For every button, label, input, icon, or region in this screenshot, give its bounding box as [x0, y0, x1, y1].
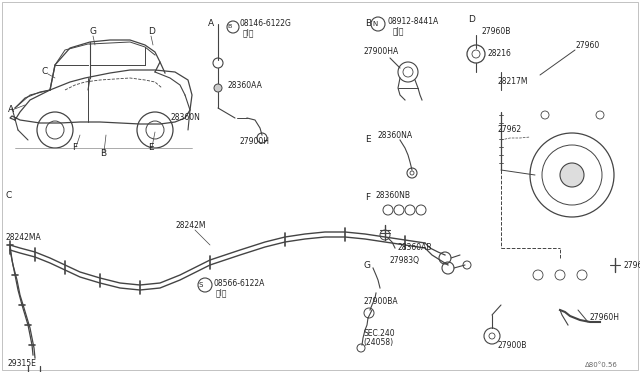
Bar: [28, 358, 40, 366]
Text: G: G: [363, 260, 370, 269]
Text: 27983Q: 27983Q: [390, 256, 420, 264]
Text: 27962: 27962: [498, 125, 522, 135]
Circle shape: [560, 163, 584, 187]
Bar: [490, 72, 630, 327]
Text: 27900HA: 27900HA: [363, 48, 398, 57]
Text: 27960: 27960: [575, 41, 599, 49]
FancyBboxPatch shape: [532, 92, 613, 253]
Text: A: A: [208, 19, 214, 29]
Text: G: G: [90, 28, 97, 36]
Text: 28242MA: 28242MA: [5, 234, 41, 243]
Text: E: E: [148, 144, 154, 153]
Text: A: A: [8, 106, 14, 115]
Text: F: F: [72, 144, 77, 153]
Bar: [375, 288, 383, 293]
Text: 28216: 28216: [487, 49, 511, 58]
Text: B: B: [228, 25, 232, 29]
Text: (24058): (24058): [363, 339, 393, 347]
Text: 28242M: 28242M: [175, 221, 205, 230]
Text: 27960B: 27960B: [482, 28, 511, 36]
Text: D: D: [148, 28, 155, 36]
Bar: [380, 225, 390, 230]
Text: 28217M: 28217M: [498, 77, 529, 87]
Text: B: B: [100, 148, 106, 157]
Text: F: F: [365, 193, 370, 202]
Text: 27900BA: 27900BA: [363, 298, 397, 307]
Text: 28360NA: 28360NA: [377, 131, 412, 140]
Bar: [495, 90, 507, 112]
Text: 28360AB: 28360AB: [398, 244, 433, 253]
Text: C: C: [5, 190, 12, 199]
Text: 27900B: 27900B: [498, 340, 527, 350]
Text: 28360NB: 28360NB: [376, 190, 411, 199]
Text: 〈I〉: 〈I〉: [216, 289, 227, 298]
Text: 28360AA: 28360AA: [228, 80, 263, 90]
Text: C: C: [42, 67, 48, 77]
Text: E: E: [365, 135, 371, 144]
Bar: [213, 34, 223, 40]
Text: 27960G: 27960G: [623, 260, 640, 269]
Text: 08566-6122A: 08566-6122A: [214, 279, 266, 288]
Text: 29315E: 29315E: [8, 359, 37, 368]
Bar: [214, 18, 222, 24]
Bar: [472, 28, 480, 35]
Text: N: N: [372, 21, 378, 27]
Text: 〈J〉: 〈J〉: [393, 28, 404, 36]
Text: 08912-8441A: 08912-8441A: [387, 17, 438, 26]
Text: SEC.240: SEC.240: [363, 328, 395, 337]
Text: S: S: [199, 282, 203, 288]
Text: Δ80°0.56: Δ80°0.56: [585, 362, 618, 368]
Text: 27960H: 27960H: [590, 314, 620, 323]
Text: D: D: [468, 16, 475, 25]
Text: 27900H: 27900H: [240, 138, 270, 147]
Ellipse shape: [292, 84, 328, 136]
Ellipse shape: [280, 68, 340, 152]
Text: 08146-6122G: 08146-6122G: [240, 19, 292, 29]
Text: B: B: [365, 19, 371, 29]
Bar: [235, 112, 247, 124]
Text: 28360N: 28360N: [170, 113, 200, 122]
Bar: [525, 258, 610, 298]
Text: 〈I〉: 〈I〉: [243, 29, 255, 38]
Circle shape: [214, 84, 222, 92]
